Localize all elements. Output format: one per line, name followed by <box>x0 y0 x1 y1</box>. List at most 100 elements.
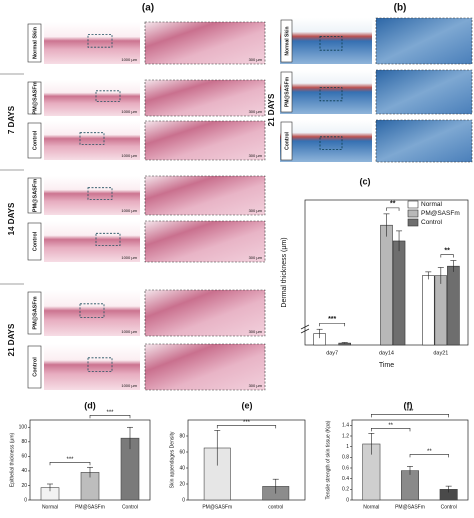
x-tick-label: PM@SASFm <box>395 504 425 510</box>
bar <box>400 470 419 501</box>
y-tick-label: 0 <box>24 497 27 503</box>
histology-zoom <box>144 120 266 161</box>
significance-label: ** <box>388 423 393 429</box>
scale-label: 300 µm <box>249 329 263 334</box>
legend-swatch <box>407 209 419 218</box>
group-title: 21 DAYS <box>7 323 16 356</box>
row-label: Control <box>32 357 38 377</box>
histology-image <box>44 176 140 215</box>
x-tick-label: PM@SASFm <box>202 504 232 510</box>
y-tick-label: 40 <box>179 465 185 471</box>
histology-zoom <box>144 21 266 65</box>
zoom-box <box>95 90 121 103</box>
y-tick-label: 0.2 <box>342 487 349 493</box>
legend-swatch <box>407 218 419 227</box>
axis-break <box>300 328 310 334</box>
histology-image <box>280 70 372 114</box>
x-tick-label: day14 <box>379 350 394 356</box>
significance-bracket <box>216 425 277 429</box>
zoom-box <box>79 132 105 145</box>
row-label-box <box>27 122 42 159</box>
scale-label: 1000 µm <box>121 109 137 114</box>
row-label: Control <box>284 132 290 150</box>
y-axis-label: Dermal thickness (µm) <box>281 237 288 307</box>
significance-bracket <box>319 322 346 327</box>
y-tick-label: 1.2 <box>342 433 349 439</box>
y-tick-label: 20 <box>179 481 185 487</box>
row-label: Control <box>32 130 38 150</box>
histology-image <box>280 120 372 162</box>
y-tick-label: 80 <box>179 433 185 439</box>
panel-label: (b) <box>394 3 407 14</box>
x-tick-label: Control <box>122 504 138 510</box>
row-label: PM@SASFm <box>32 81 38 114</box>
histology-zoom <box>144 343 266 391</box>
y-tick-label: 1.4 <box>342 423 349 429</box>
zoom-box <box>87 187 113 200</box>
row-label: Control <box>32 231 38 251</box>
histology-zoom <box>144 289 266 337</box>
significance-bracket <box>386 207 400 211</box>
row-label-box <box>27 81 42 115</box>
significance-label: ** <box>427 449 432 455</box>
histology-image <box>44 344 140 390</box>
y-axis-label: Skin appendages Density <box>169 431 175 488</box>
significance-bracket <box>49 461 91 466</box>
histology-zoom <box>144 220 266 263</box>
y-tick-label: 60 <box>21 454 27 460</box>
chart-title: (d) <box>84 400 96 410</box>
chart-title: (f) <box>404 400 413 410</box>
significance-label: ** <box>390 201 396 208</box>
row-label: PM@SASFm <box>32 179 38 212</box>
scale-label: 300 µm <box>249 153 263 158</box>
y-tick-label: 20 <box>21 483 27 489</box>
y-axis-label: Tensile strength of skin tissue (Kpa) <box>325 420 331 499</box>
panel-label: (a) <box>142 3 154 14</box>
bar <box>203 447 231 501</box>
bar <box>422 275 435 346</box>
row-label-box <box>27 345 42 389</box>
scale-label: 300 µm <box>249 57 263 62</box>
histology-image <box>44 290 140 336</box>
x-tick-label: control <box>268 504 283 510</box>
y-tick-label: 60 <box>179 449 185 455</box>
legend-label: PM@SASFm <box>421 210 460 217</box>
significance-label: *** <box>406 409 414 415</box>
row-label: Normal Skin <box>32 26 38 59</box>
histology-image <box>44 221 140 262</box>
scale-label: 1000 µm <box>121 153 137 158</box>
zoom-box <box>319 36 343 51</box>
scale-label: 300 µm <box>249 208 263 213</box>
y-tick-label: 80 <box>21 439 27 445</box>
x-axis-label: Time <box>379 362 394 369</box>
legend-label: Normal <box>421 201 443 208</box>
scale-label: 300 µm <box>249 255 263 260</box>
histology-zoom <box>144 79 266 117</box>
y-tick-label: 0.4 <box>342 476 349 482</box>
legend-label: Control <box>421 219 443 226</box>
significance-bracket <box>409 454 449 458</box>
scale-label: 1000 µm <box>121 329 137 334</box>
y-tick-label: 0.8 <box>342 455 349 461</box>
chart-title: (c) <box>360 176 371 186</box>
x-tick-label: Control <box>441 504 457 510</box>
significance-bracket <box>89 414 131 419</box>
row-label: PM@SASFm <box>32 296 38 329</box>
plot-frame <box>187 419 306 501</box>
significance-bracket <box>371 414 449 418</box>
y-tick-label: 0.6 <box>342 465 349 471</box>
bar <box>392 240 406 346</box>
zoom-box <box>319 136 343 150</box>
histology-zoom <box>144 175 266 216</box>
zoom-box <box>319 87 343 102</box>
row-label: Normal Skin <box>284 26 290 55</box>
scale-label: 300 µm <box>249 109 263 114</box>
bar <box>447 265 460 346</box>
group-title: 7 DAYS <box>7 105 16 134</box>
significance-label: *** <box>243 420 251 426</box>
y-tick-label: 40 <box>21 468 27 474</box>
group-title: 14 DAYS <box>7 202 16 235</box>
y-tick-label: 0 <box>182 497 185 503</box>
histology-image <box>44 80 140 116</box>
